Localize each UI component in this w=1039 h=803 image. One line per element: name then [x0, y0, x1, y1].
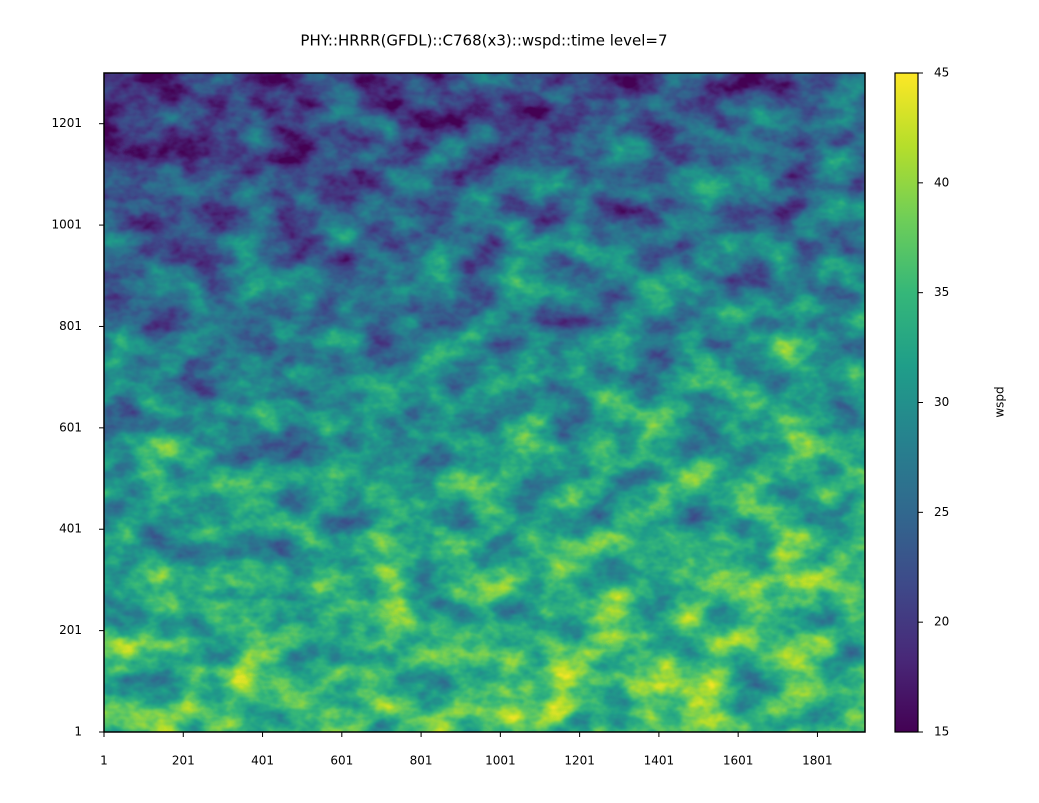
colorbar-label: wspd — [993, 386, 1007, 417]
x-tick-label: 1801 — [802, 754, 833, 768]
x-tick-label: 1601 — [723, 754, 754, 768]
colorbar-tick-label: 45 — [934, 66, 949, 80]
colorbar-tick-label: 25 — [934, 505, 949, 519]
chart-title: PHY::HRRR(GFDL)::C768(x3)::wspd::time le… — [300, 32, 667, 50]
x-tick-label: 601 — [330, 754, 353, 768]
x-tick-label: 201 — [172, 754, 195, 768]
colorbar-tick-label: 35 — [934, 285, 949, 299]
x-tick-label: 1201 — [564, 754, 595, 768]
x-tick-label: 401 — [251, 754, 274, 768]
x-tick-label: 1001 — [485, 754, 516, 768]
y-tick-label: 401 — [59, 522, 82, 536]
y-tick-label: 1001 — [51, 218, 82, 232]
x-tick-label: 1 — [100, 754, 108, 768]
y-tick-label: 201 — [59, 623, 82, 637]
x-tick-label: 801 — [410, 754, 433, 768]
colorbar-tick-label: 40 — [934, 175, 949, 189]
x-tick-label: 1401 — [644, 754, 675, 768]
colorbar-tick-label: 30 — [934, 395, 949, 409]
y-tick-label: 1201 — [51, 116, 82, 130]
colorbar-tick-label: 20 — [934, 615, 949, 629]
colorbar — [895, 73, 918, 732]
colorbar-tick-label: 15 — [934, 725, 949, 739]
y-tick-label: 601 — [59, 420, 82, 434]
plot-frame — [103, 72, 866, 733]
y-tick-label: 1 — [74, 725, 82, 739]
y-tick-label: 801 — [59, 319, 82, 333]
heatmap-field — [104, 73, 865, 732]
